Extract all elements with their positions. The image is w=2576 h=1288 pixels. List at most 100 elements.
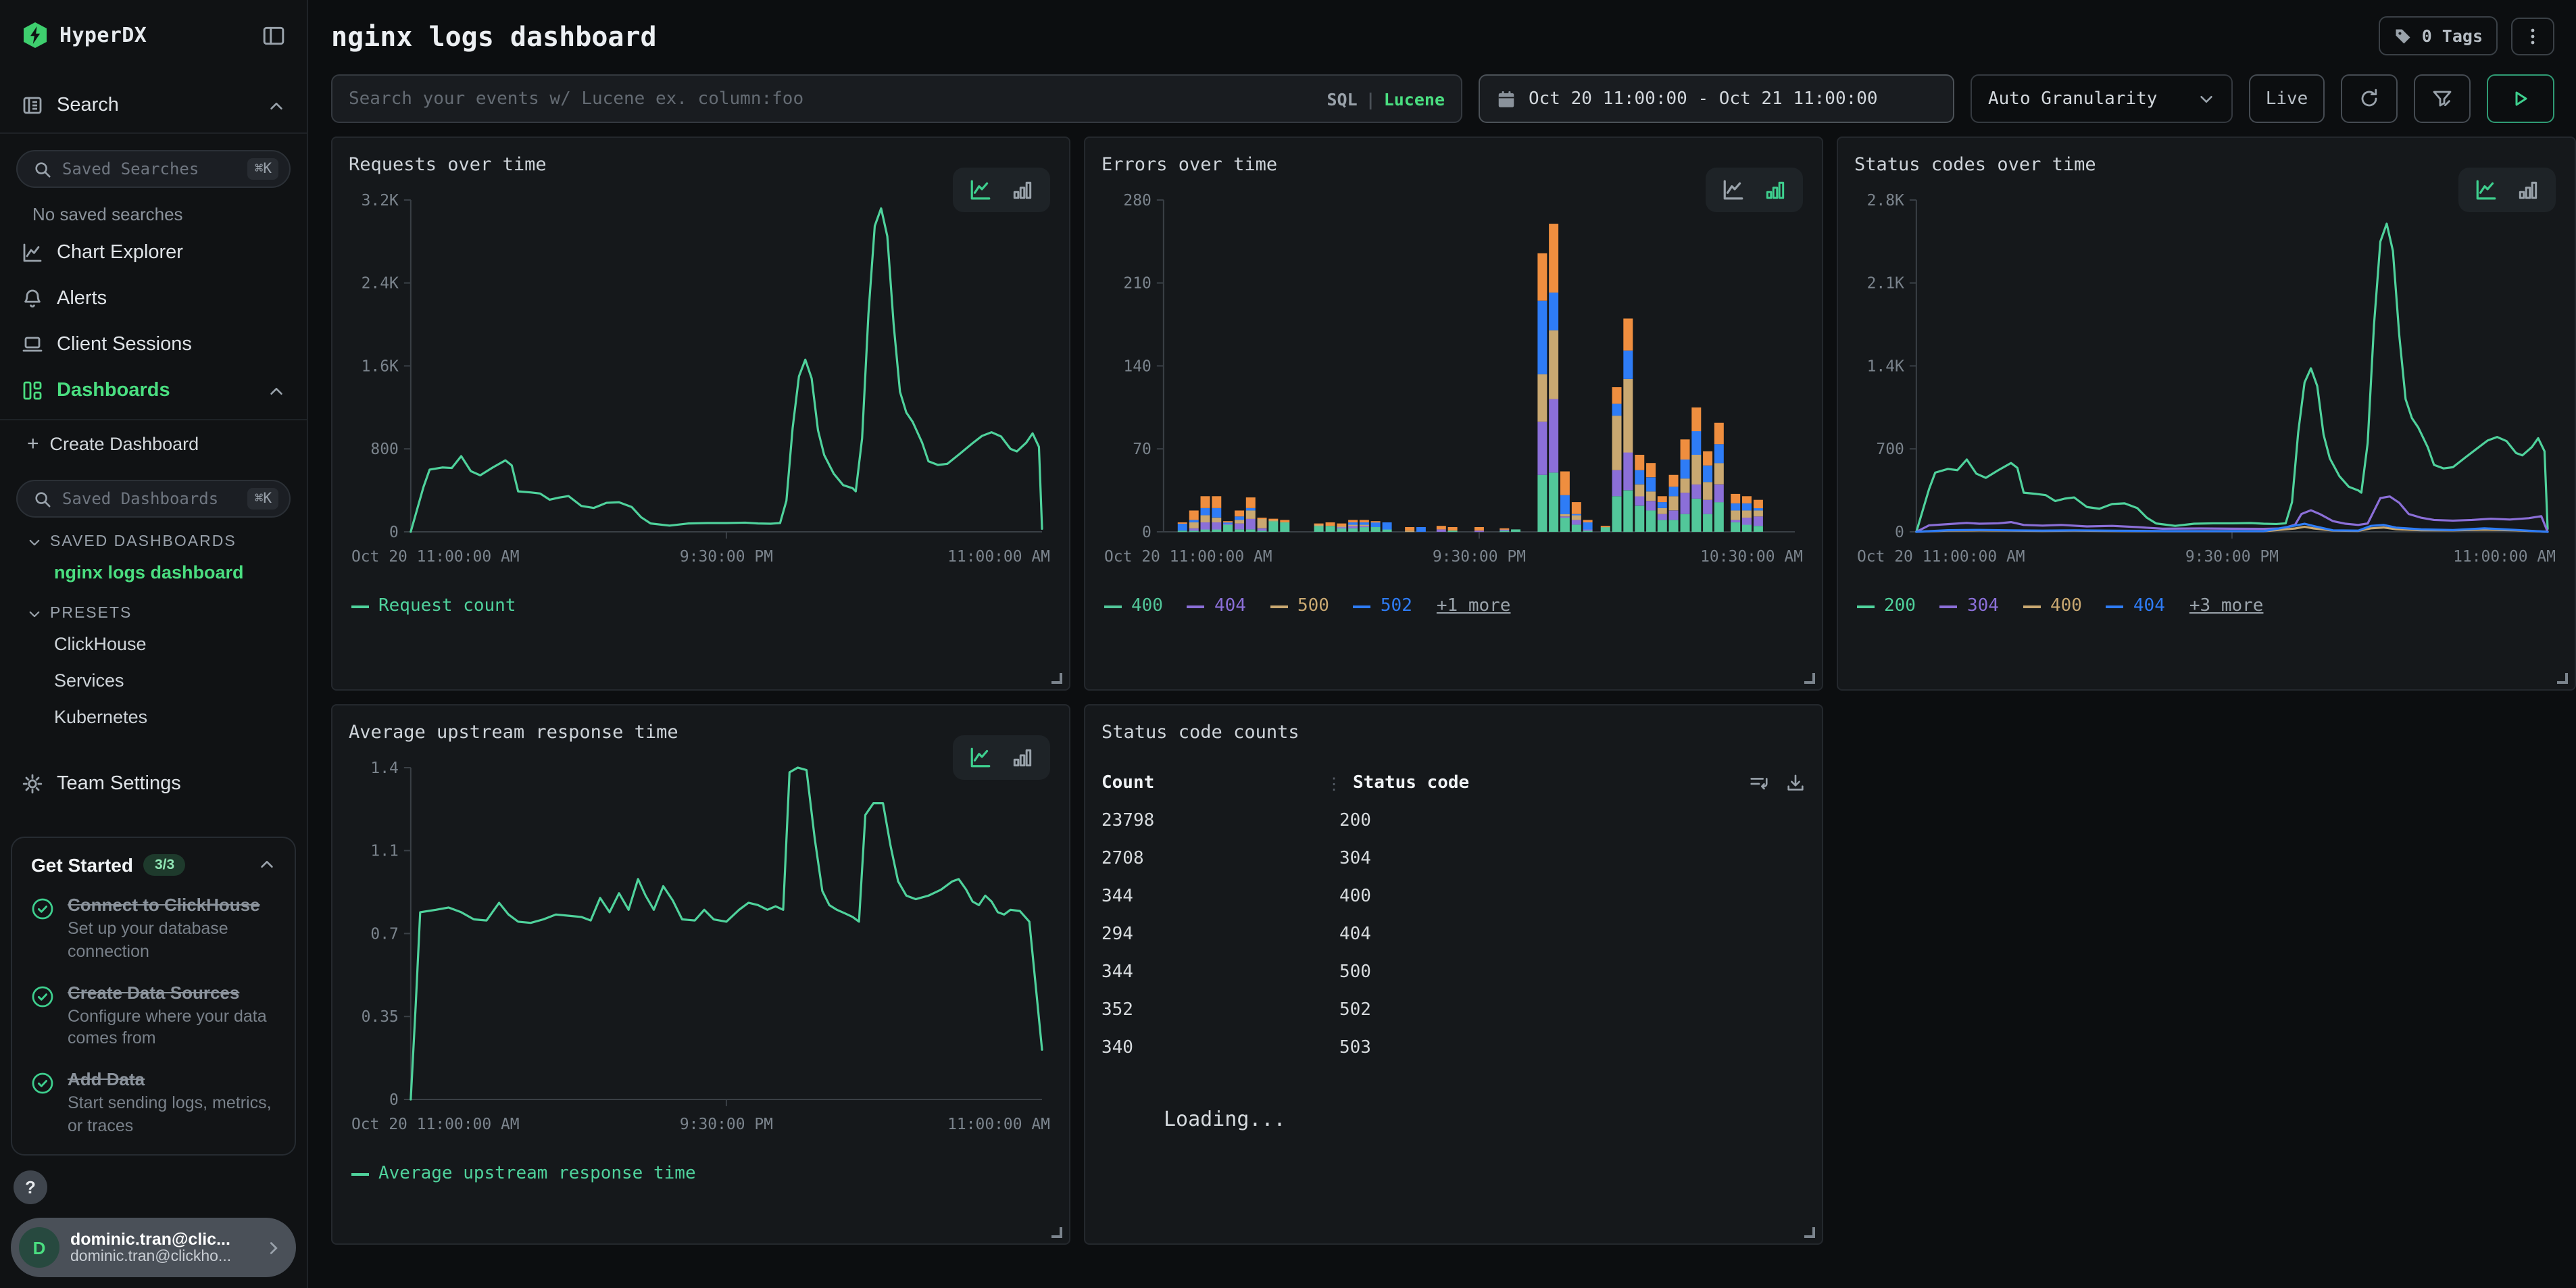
table-row[interactable]: 352 502 bbox=[1101, 991, 1806, 1029]
line-chart-toggle-icon[interactable] bbox=[969, 178, 992, 201]
resize-handle[interactable] bbox=[1804, 1227, 1815, 1238]
table-row[interactable]: 340 503 bbox=[1101, 1029, 1806, 1066]
avg-upstream-chart[interactable]: 0 0.35 0.7 1.1 1.4 Oct 20 11:00:00 AM 9:30:00 … bbox=[349, 749, 1053, 1162]
date-range-picker[interactable]: Oct 20 11:00:00 - Oct 21 11:00:00 bbox=[1479, 74, 1954, 123]
column-settings-icon[interactable] bbox=[1749, 773, 1769, 793]
table-row[interactable]: 2708 304 bbox=[1101, 839, 1806, 877]
legend-item-404[interactable]: 404 bbox=[1187, 597, 1246, 617]
panel-menu-button[interactable] bbox=[2511, 17, 2554, 55]
legend-item-304[interactable]: 304 bbox=[1939, 597, 1999, 617]
svg-text:11:00:00 AM: 11:00:00 AM bbox=[947, 548, 1050, 566]
legend-more-link[interactable]: +1 more bbox=[1436, 596, 1511, 617]
svg-text:210: 210 bbox=[1123, 275, 1151, 293]
lucene-mode-toggle[interactable]: Lucene bbox=[1383, 89, 1445, 109]
saved-searches-input[interactable]: Saved Searches ⌘K bbox=[16, 150, 291, 188]
get-started-step-connect[interactable]: Connect to ClickHouse Set up your databa… bbox=[31, 895, 276, 964]
line-chart-toggle-icon[interactable] bbox=[969, 746, 992, 769]
app-title: HyperDX bbox=[59, 23, 147, 47]
sidebar-item-dashboards[interactable]: Dashboards bbox=[0, 368, 307, 414]
column-header-count[interactable]: Count bbox=[1101, 773, 1155, 793]
check-circle-icon bbox=[32, 1073, 53, 1094]
resize-handle[interactable] bbox=[1051, 673, 1062, 684]
sidebar-item-chart-explorer[interactable]: Chart Explorer bbox=[0, 230, 307, 276]
sidebar-item-preset-clickhouse[interactable]: ClickHouse bbox=[54, 634, 147, 654]
bar-chart-toggle-icon[interactable] bbox=[2517, 178, 2540, 201]
sidebar-item-preset-services[interactable]: Services bbox=[54, 670, 124, 691]
gear-icon bbox=[22, 774, 43, 794]
logo-row: HyperDX bbox=[0, 0, 307, 57]
chevron-up-icon bbox=[270, 101, 282, 109]
table-row[interactable]: 344 400 bbox=[1101, 877, 1806, 915]
resize-handle[interactable] bbox=[2557, 673, 2568, 684]
chart-type-toggle bbox=[2458, 168, 2556, 212]
svg-text:0: 0 bbox=[389, 524, 399, 541]
live-button[interactable]: Live bbox=[2249, 74, 2325, 123]
legend-item-200[interactable]: 200 bbox=[1857, 597, 1916, 617]
legend-item-404[interactable]: 404 bbox=[2106, 597, 2165, 617]
sidebar-section-search[interactable]: Search bbox=[0, 84, 307, 127]
line-chart-toggle-icon[interactable] bbox=[2475, 178, 2498, 201]
table-row[interactable]: 344 500 bbox=[1101, 953, 1806, 991]
dashboards-icon bbox=[23, 381, 42, 400]
legend-item-400[interactable]: 400 bbox=[2023, 597, 2082, 617]
column-drag-handle[interactable]: ⋮ bbox=[1326, 774, 1342, 793]
legend-item-400[interactable]: 400 bbox=[1104, 597, 1163, 617]
column-header-status-code[interactable]: Status code bbox=[1353, 773, 1470, 793]
sidebar-item-client-sessions[interactable]: Client Sessions bbox=[0, 322, 307, 368]
legend-swatch bbox=[1270, 605, 1288, 608]
line-chart-toggle-icon[interactable] bbox=[1722, 178, 1745, 201]
legend-item-502[interactable]: 502 bbox=[1353, 597, 1412, 617]
legend-label: 200 bbox=[1884, 596, 1916, 617]
legend-swatch bbox=[351, 1172, 369, 1176]
event-search-input[interactable]: Search your events w/ Lucene ex. column:… bbox=[331, 74, 1462, 123]
event-search-placeholder: Search your events w/ Lucene ex. column:… bbox=[349, 89, 804, 109]
panel-title: Errors over time bbox=[1101, 154, 1278, 176]
create-dashboard-button[interactable]: + Create Dashboard bbox=[0, 420, 307, 464]
chevron-up-icon[interactable] bbox=[258, 856, 276, 874]
bar-chart-toggle-icon[interactable] bbox=[1011, 178, 1034, 201]
legend-label: Average upstream response time bbox=[378, 1164, 696, 1185]
saved-dashboards-group[interactable]: SAVED DASHBOARDS bbox=[0, 518, 307, 553]
svg-text:1.4: 1.4 bbox=[370, 760, 398, 777]
sql-mode-toggle[interactable]: SQL bbox=[1327, 89, 1358, 109]
chart-legend: Average upstream response time bbox=[349, 1162, 1053, 1190]
sidebar-item-team-settings[interactable]: Team Settings bbox=[0, 761, 307, 807]
shortcut-badge: ⌘K bbox=[247, 158, 278, 180]
run-query-button[interactable] bbox=[2487, 74, 2554, 123]
sidebar-collapse-icon[interactable] bbox=[262, 24, 285, 47]
presets-group[interactable]: PRESETS bbox=[0, 589, 307, 624]
sidebar-item-nginx-dashboard[interactable]: nginx logs dashboard bbox=[54, 562, 244, 583]
legend-more-link[interactable]: +3 more bbox=[2189, 596, 2264, 617]
refresh-button[interactable] bbox=[2341, 74, 2398, 123]
legend-item-average-upstream-response-time[interactable]: Average upstream response time bbox=[351, 1164, 696, 1185]
download-icon[interactable] bbox=[1785, 773, 1806, 793]
requests-chart[interactable]: 0 800 1.6K 2.4K 3.2K Oct 20 11:00:00 AM 9:30:0… bbox=[349, 181, 1053, 594]
bar-chart-toggle-icon[interactable] bbox=[1011, 746, 1034, 769]
svg-text:10:30:00 AM: 10:30:00 AM bbox=[1700, 548, 1803, 566]
shortcut-badge: ⌘K bbox=[247, 488, 278, 510]
resize-handle[interactable] bbox=[1804, 673, 1815, 684]
help-button[interactable]: ? bbox=[14, 1170, 47, 1204]
cell-count: 344 bbox=[1101, 886, 1133, 906]
get-started-step-sources[interactable]: Create Data Sources Configure where your… bbox=[31, 982, 276, 1051]
bar-chart-toggle-icon[interactable] bbox=[1764, 178, 1787, 201]
resize-handle[interactable] bbox=[1051, 1227, 1062, 1238]
filter-button[interactable] bbox=[2414, 74, 2471, 123]
sidebar-item-preset-kubernetes[interactable]: Kubernetes bbox=[54, 707, 148, 727]
saved-dashboards-input[interactable]: Saved Dashboards ⌘K bbox=[16, 480, 291, 518]
errors-chart[interactable]: 0 70 140 210 280 Oct 20 11:00:00 AM 9:30:00 PM… bbox=[1101, 181, 1806, 594]
granularity-select[interactable]: Auto Granularity bbox=[1971, 74, 2233, 123]
user-menu[interactable]: D dominic.tran@clic... dominic.tran@clic… bbox=[11, 1218, 296, 1277]
sidebar-item-alerts[interactable]: Alerts bbox=[0, 276, 307, 322]
step-desc: Set up your database connection bbox=[68, 918, 228, 961]
legend-item-request-count[interactable]: Request count bbox=[351, 597, 516, 617]
kebab-icon bbox=[2531, 28, 2535, 44]
legend-item-500[interactable]: 500 bbox=[1270, 597, 1329, 617]
get-started-step-add-data[interactable]: Add Data Start sending logs, metrics, or… bbox=[31, 1070, 276, 1139]
legend-label: Request count bbox=[378, 596, 516, 617]
tags-button[interactable]: 0 Tags bbox=[2378, 16, 2498, 55]
table-row[interactable]: 23798 200 bbox=[1101, 801, 1806, 839]
status-codes-chart[interactable]: 0 700 1.4K 2.1K 2.8K Oct 20 11:00:00 AM 9:30:0… bbox=[1854, 181, 2558, 594]
table-row[interactable]: 294 404 bbox=[1101, 915, 1806, 953]
